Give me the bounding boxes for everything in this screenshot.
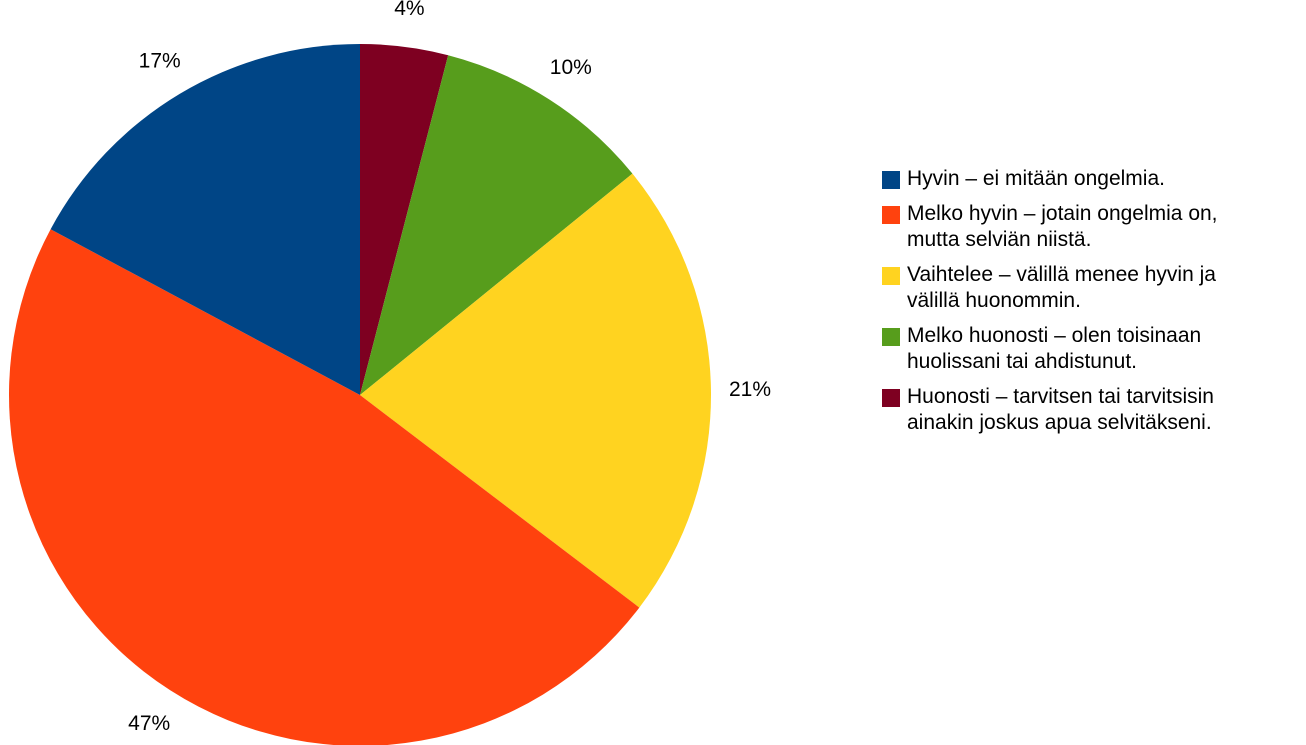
data-label-hyvin: 17%: [139, 49, 181, 72]
pie-slice-melko-huonosti: [360, 55, 633, 395]
data-label-huonosti: 4%: [394, 0, 424, 20]
pie-slice-hyvin: [50, 44, 361, 395]
pie-data-labels: 4% 10% 21% 47% 17%: [128, 0, 771, 735]
data-label-melko-hyvin: 47%: [128, 712, 170, 735]
legend-item-huonosti: Huonosti – tarvitsen tai tarvitsisin ain…: [882, 384, 1302, 436]
legend-swatch-melko-huonosti: [882, 328, 900, 346]
legend: Hyvin – ei mitään ongelmia. Melko hyvin …: [882, 166, 1302, 445]
data-label-melko-huonosti: 10%: [550, 56, 592, 79]
data-label-vaihtelee: 21%: [729, 378, 771, 401]
legend-label-melko-hyvin: Melko hyvin – jotain ongelmia on, mutta …: [907, 202, 1218, 251]
legend-swatch-hyvin: [882, 171, 900, 189]
legend-label-hyvin: Hyvin – ei mitään ongelmia.: [907, 167, 1165, 190]
legend-item-hyvin: Hyvin – ei mitään ongelmia.: [882, 166, 1302, 192]
pie-slice-huonosti: [360, 44, 449, 395]
legend-swatch-vaihtelee: [882, 267, 900, 285]
pie-slices: [9, 44, 711, 745]
legend-item-vaihtelee: Vaihtelee – välillä menee hyvin ja välil…: [882, 262, 1302, 314]
legend-item-melko-huonosti: Melko huonosti – olen toisinaan huolissa…: [882, 323, 1302, 375]
legend-label-melko-huonosti: Melko huonosti – olen toisinaan huolissa…: [907, 324, 1202, 373]
pie-slice-vaihtelee: [360, 173, 711, 608]
legend-label-huonosti: Huonosti – tarvitsen tai tarvitsisin ain…: [907, 385, 1214, 434]
pie-slice-melko-hyvin: [9, 229, 640, 745]
legend-item-melko-hyvin: Melko hyvin – jotain ongelmia on, mutta …: [882, 201, 1302, 253]
legend-swatch-melko-hyvin: [882, 206, 900, 224]
legend-label-vaihtelee: Vaihtelee – välillä menee hyvin ja välil…: [907, 263, 1216, 312]
legend-swatch-huonosti: [882, 389, 900, 407]
